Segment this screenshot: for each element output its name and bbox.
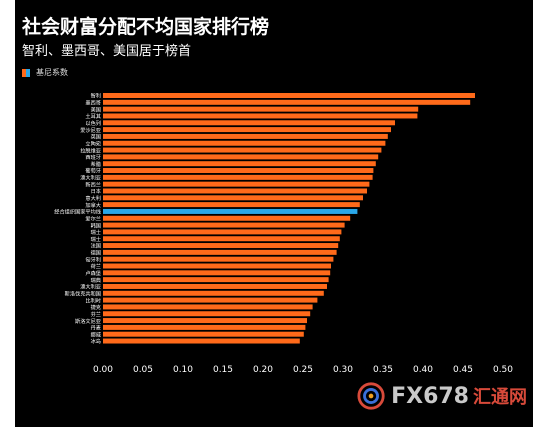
bar	[103, 99, 471, 105]
watermark-text: FX678	[391, 383, 469, 409]
legend-swatch	[22, 68, 30, 77]
bar	[103, 113, 418, 119]
bar	[103, 106, 419, 112]
fx678-logo-icon	[357, 382, 385, 410]
bar	[103, 263, 331, 269]
bar	[103, 304, 313, 310]
category-label: 爱尔兰	[85, 214, 101, 222]
category-label: 日本	[91, 187, 101, 195]
category-label: 墨西哥	[85, 100, 101, 107]
category-label: 德国	[91, 249, 101, 257]
x-tick-label: 0.25	[293, 365, 313, 375]
watermark-text-cn: 汇通网	[473, 387, 527, 408]
x-tick-label: 0.40	[413, 365, 433, 375]
chart-subtitle: 智利、墨西哥、美国居于榜首	[22, 44, 192, 59]
bar	[103, 290, 324, 296]
category-label: 立陶宛	[85, 139, 101, 147]
x-tick-label: 0.20	[253, 365, 273, 375]
category-label: 斯洛文尼亚	[75, 317, 101, 325]
bar	[103, 133, 388, 139]
category-label: 韩国	[91, 221, 101, 229]
category-label: 土耳其	[85, 112, 101, 120]
category-label: 爱沙尼亚	[80, 126, 101, 134]
category-label: 澳大利亚	[80, 283, 101, 291]
bar	[103, 270, 331, 276]
x-tick-label: 0.35	[373, 365, 393, 375]
bar	[103, 249, 337, 255]
bar	[103, 140, 386, 146]
x-tick-label: 0.50	[493, 365, 513, 375]
bar	[103, 168, 374, 174]
category-label: 经合组织国家平均线	[54, 208, 101, 216]
bar	[103, 181, 370, 187]
bar	[103, 318, 307, 324]
category-label: 捷克	[91, 303, 101, 311]
bar	[103, 338, 300, 344]
bar	[103, 154, 379, 160]
x-tick-label: 0.10	[173, 365, 193, 375]
category-label: 丹麦	[91, 324, 102, 332]
category-label: 芬兰	[91, 310, 101, 318]
category-label: 卢森堡	[85, 269, 101, 277]
bar-oecd-average	[103, 208, 358, 214]
chart-title: 社会财富分配不均国家排行榜	[22, 16, 270, 38]
bar	[103, 311, 311, 317]
bar	[103, 331, 304, 337]
legend: 基尼系数	[22, 67, 68, 78]
bar	[103, 283, 327, 289]
legend-label: 基尼系数	[36, 68, 68, 77]
category-label: 瑞典	[91, 276, 101, 284]
category-label: 西班牙	[85, 153, 101, 161]
bar	[103, 93, 475, 98]
x-tick-label: 0.15	[213, 365, 233, 375]
category-label: 瑞士	[91, 235, 101, 243]
bar	[103, 147, 382, 153]
bar	[103, 188, 367, 194]
x-tick-label: 0.30	[333, 365, 353, 375]
category-label: 瑞士	[91, 228, 101, 236]
bar	[103, 174, 373, 180]
watermark: FX678 汇通网	[357, 378, 527, 414]
bar	[103, 120, 395, 126]
bar	[103, 229, 342, 235]
category-label: 澳大利亚	[80, 174, 101, 182]
x-tick-label: 0.00	[93, 365, 113, 375]
category-label: 希腊	[91, 160, 101, 168]
category-label: 挪威	[91, 330, 102, 338]
bar	[103, 324, 306, 330]
category-label: 法国	[91, 242, 101, 250]
category-label: 新西兰	[85, 180, 101, 188]
bar	[103, 222, 345, 228]
category-label: 加拿大	[85, 201, 101, 209]
bar	[103, 127, 391, 133]
category-label: 以色列	[85, 119, 101, 127]
category-label: 荷兰	[91, 262, 101, 270]
bar	[103, 277, 329, 283]
category-label: 意大利	[85, 194, 101, 202]
category-label: 斯洛伐克共和国	[65, 289, 101, 297]
bar	[103, 161, 376, 167]
bar	[103, 215, 351, 221]
category-label: 英国	[91, 133, 101, 141]
category-label: 美国	[91, 105, 101, 113]
category-label: 比利时	[85, 296, 101, 304]
category-label: 冰岛	[91, 337, 101, 345]
category-label: 拉脱维亚	[80, 146, 101, 154]
x-tick-label: 0.05	[133, 365, 153, 375]
bar	[103, 236, 340, 242]
bar	[103, 256, 334, 262]
x-tick-label: 0.45	[453, 365, 473, 375]
bar	[103, 297, 318, 303]
bar	[103, 202, 360, 208]
bar	[103, 195, 363, 201]
bar	[103, 243, 339, 249]
category-label: 匈牙利	[85, 255, 101, 263]
category-label: 葡萄牙	[85, 167, 101, 175]
category-label: 智利	[91, 92, 101, 100]
